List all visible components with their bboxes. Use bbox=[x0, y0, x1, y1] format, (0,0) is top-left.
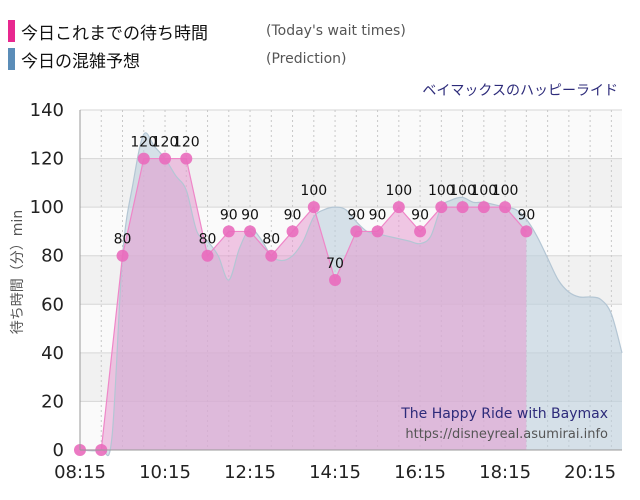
data-point bbox=[350, 225, 363, 238]
series-lines bbox=[79, 132, 623, 456]
x-tick-label: 20:15 bbox=[564, 462, 616, 483]
y-tick-label: 100 bbox=[30, 197, 64, 218]
data-label: 90 bbox=[220, 207, 238, 223]
legend-swatch-actual bbox=[8, 20, 15, 42]
legend-item-actual: 今日これまでの待ち時間 (Today's wait times) bbox=[8, 19, 406, 44]
data-point bbox=[499, 201, 512, 214]
legend-swatch-predicted bbox=[8, 48, 15, 70]
data-point bbox=[286, 225, 299, 238]
data-point bbox=[137, 152, 150, 165]
prediction-line bbox=[79, 132, 623, 456]
data-point bbox=[265, 249, 278, 262]
legend-item-predicted: 今日の混雑予想 (Prediction) bbox=[8, 47, 347, 72]
data-point bbox=[435, 201, 448, 214]
x-tick-label: 08:15 bbox=[54, 462, 106, 483]
data-point bbox=[456, 201, 469, 214]
data-label: 80 bbox=[114, 232, 132, 248]
y-tick-label: 140 bbox=[30, 100, 64, 121]
legend: 今日これまでの待ち時間 (Today's wait times) 今日の混雑予想… bbox=[0, 0, 640, 80]
x-tick-label: 12:15 bbox=[224, 462, 276, 483]
y-tick-label: 20 bbox=[41, 391, 64, 412]
data-label: 90 bbox=[241, 207, 259, 223]
data-label: 90 bbox=[369, 207, 387, 223]
legend-label-actual: 今日これまでの待ち時間 bbox=[21, 23, 208, 44]
data-label: 90 bbox=[411, 207, 429, 223]
legend-sub-predicted: (Prediction) bbox=[266, 51, 347, 67]
data-label: 70 bbox=[326, 256, 344, 272]
data-label: 100 bbox=[449, 183, 476, 199]
y-tick-label: 60 bbox=[41, 294, 64, 315]
data-point bbox=[222, 225, 235, 238]
data-label: 80 bbox=[199, 232, 217, 248]
data-label: 100 bbox=[385, 183, 412, 199]
data-point bbox=[329, 274, 342, 286]
data-label: 100 bbox=[492, 183, 519, 199]
data-label: 80 bbox=[262, 232, 280, 248]
x-tick-label: 18:15 bbox=[479, 462, 531, 483]
axes: 0 20 40 60 80 100 120 140 08:15 10:15 12:15 14:15 16… bbox=[30, 100, 622, 483]
data-point bbox=[392, 201, 405, 214]
y-tick-label: 0 bbox=[53, 440, 64, 461]
legend-label-predicted: 今日の混雑予想 bbox=[21, 51, 140, 72]
data-point bbox=[180, 152, 193, 165]
data-label: 90 bbox=[347, 207, 365, 223]
plot-band bbox=[80, 110, 622, 159]
data-point bbox=[477, 201, 490, 214]
ride-title: ベイマックスのハッピーライド bbox=[422, 83, 618, 99]
data-point bbox=[244, 225, 257, 238]
y-tick-label: 120 bbox=[30, 149, 64, 170]
x-tick-label: 14:15 bbox=[309, 462, 361, 483]
watermark-title: The Happy Ride with Baymax bbox=[401, 406, 608, 422]
data-point bbox=[371, 225, 384, 238]
data-point bbox=[159, 152, 172, 165]
data-point bbox=[116, 249, 129, 262]
data-point bbox=[307, 201, 320, 214]
data-label: 100 bbox=[428, 183, 455, 199]
watermark-url: https://disneyreal.asumirai.info bbox=[405, 427, 608, 442]
data-label: 90 bbox=[284, 207, 302, 223]
data-point bbox=[520, 225, 533, 238]
data-label: 120 bbox=[130, 135, 157, 151]
x-tick-label: 10:15 bbox=[139, 462, 191, 483]
actual-line bbox=[80, 157, 527, 451]
series-points bbox=[74, 152, 533, 456]
data-label: 120 bbox=[152, 135, 179, 151]
data-label: 90 bbox=[517, 207, 535, 223]
y-axis-label: 待ち時間（分）min bbox=[10, 210, 26, 334]
data-label: 100 bbox=[300, 183, 327, 199]
x-tick-label: 16:15 bbox=[394, 462, 446, 483]
data-label: 120 bbox=[173, 135, 200, 151]
legend-sub-actual: (Today's wait times) bbox=[266, 23, 406, 39]
y-tick-label: 80 bbox=[41, 246, 64, 267]
data-point bbox=[201, 249, 214, 262]
data-point bbox=[414, 225, 427, 238]
y-tick-label: 40 bbox=[41, 343, 64, 364]
data-label: 100 bbox=[470, 183, 497, 199]
